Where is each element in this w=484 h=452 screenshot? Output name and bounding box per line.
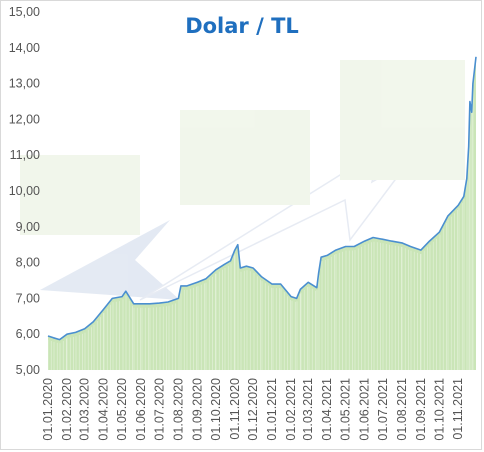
watermark-arrow-left (40, 220, 180, 300)
x-tick-label: 01.07.2020 (152, 378, 166, 441)
x-tick-label: 01.06.2020 (134, 378, 148, 441)
x-tick-label: 01.02.2020 (60, 378, 74, 441)
x-tick-label: 01.12.2020 (246, 378, 260, 441)
y-tick-label: 13,00 (9, 77, 40, 91)
x-tick-label: 01.11.2021 (451, 378, 465, 440)
x-tick-label: 01.04.2020 (97, 378, 111, 441)
x-tick-label: 01.04.2021 (320, 378, 334, 441)
y-tick-label: 8,00 (16, 256, 40, 270)
y-tick-label: 7,00 (16, 291, 40, 305)
y-axis: 5,00 6,00 7,00 8,00 9,00 10,00 11,00 12,00 13,00… (9, 5, 40, 377)
y-tick-label: 14,00 (9, 41, 40, 55)
series-area (48, 56, 476, 371)
watermark-block-left (20, 155, 140, 235)
x-axis: 01.01.2020 01.02.2020 01.03.2020 01.04.2020… (41, 378, 465, 441)
series-line (47, 56, 477, 341)
area-layer (47, 56, 477, 371)
x-tick-label: 01.09.2021 (414, 378, 428, 441)
x-tick-label: 01.06.2021 (358, 378, 372, 441)
y-tick-label: 10,00 (9, 184, 40, 198)
x-tick-label: 01.08.2021 (395, 378, 409, 441)
x-tick-label: 01.09.2020 (190, 378, 204, 441)
watermark-block-right (340, 60, 465, 180)
x-tick-label: 01.03.2020 (78, 378, 92, 441)
y-tick-label: 15,00 (9, 5, 40, 19)
x-tick-label: 01.10.2020 (209, 378, 223, 441)
watermark-block-mid (180, 110, 310, 205)
x-tick-label: 01.05.2020 (115, 378, 129, 441)
x-tick-label: 01.07.2021 (376, 378, 390, 441)
y-tick-label: 6,00 (16, 327, 40, 341)
x-tick-label: 01.01.2021 (265, 378, 279, 441)
chart-title: Dolar / TL (185, 14, 299, 38)
y-tick-label: 11,00 (10, 148, 40, 162)
x-tick-label: 01.08.2020 (171, 378, 185, 441)
y-tick-label: 5,00 (16, 363, 40, 377)
y-tick-label: 9,00 (16, 220, 40, 234)
x-tick-label: 01.02.2021 (284, 378, 298, 441)
x-tick-label: 01.03.2021 (301, 378, 315, 441)
x-tick-label: 01.10.2021 (432, 378, 446, 441)
y-tick-label: 12,00 (9, 112, 40, 126)
x-tick-label: 01.01.2020 (41, 378, 55, 441)
watermark-arrows (20, 60, 465, 301)
x-tick-label: 01.05.2021 (339, 378, 353, 441)
x-tick-label: 01.11.2020 (228, 378, 242, 440)
